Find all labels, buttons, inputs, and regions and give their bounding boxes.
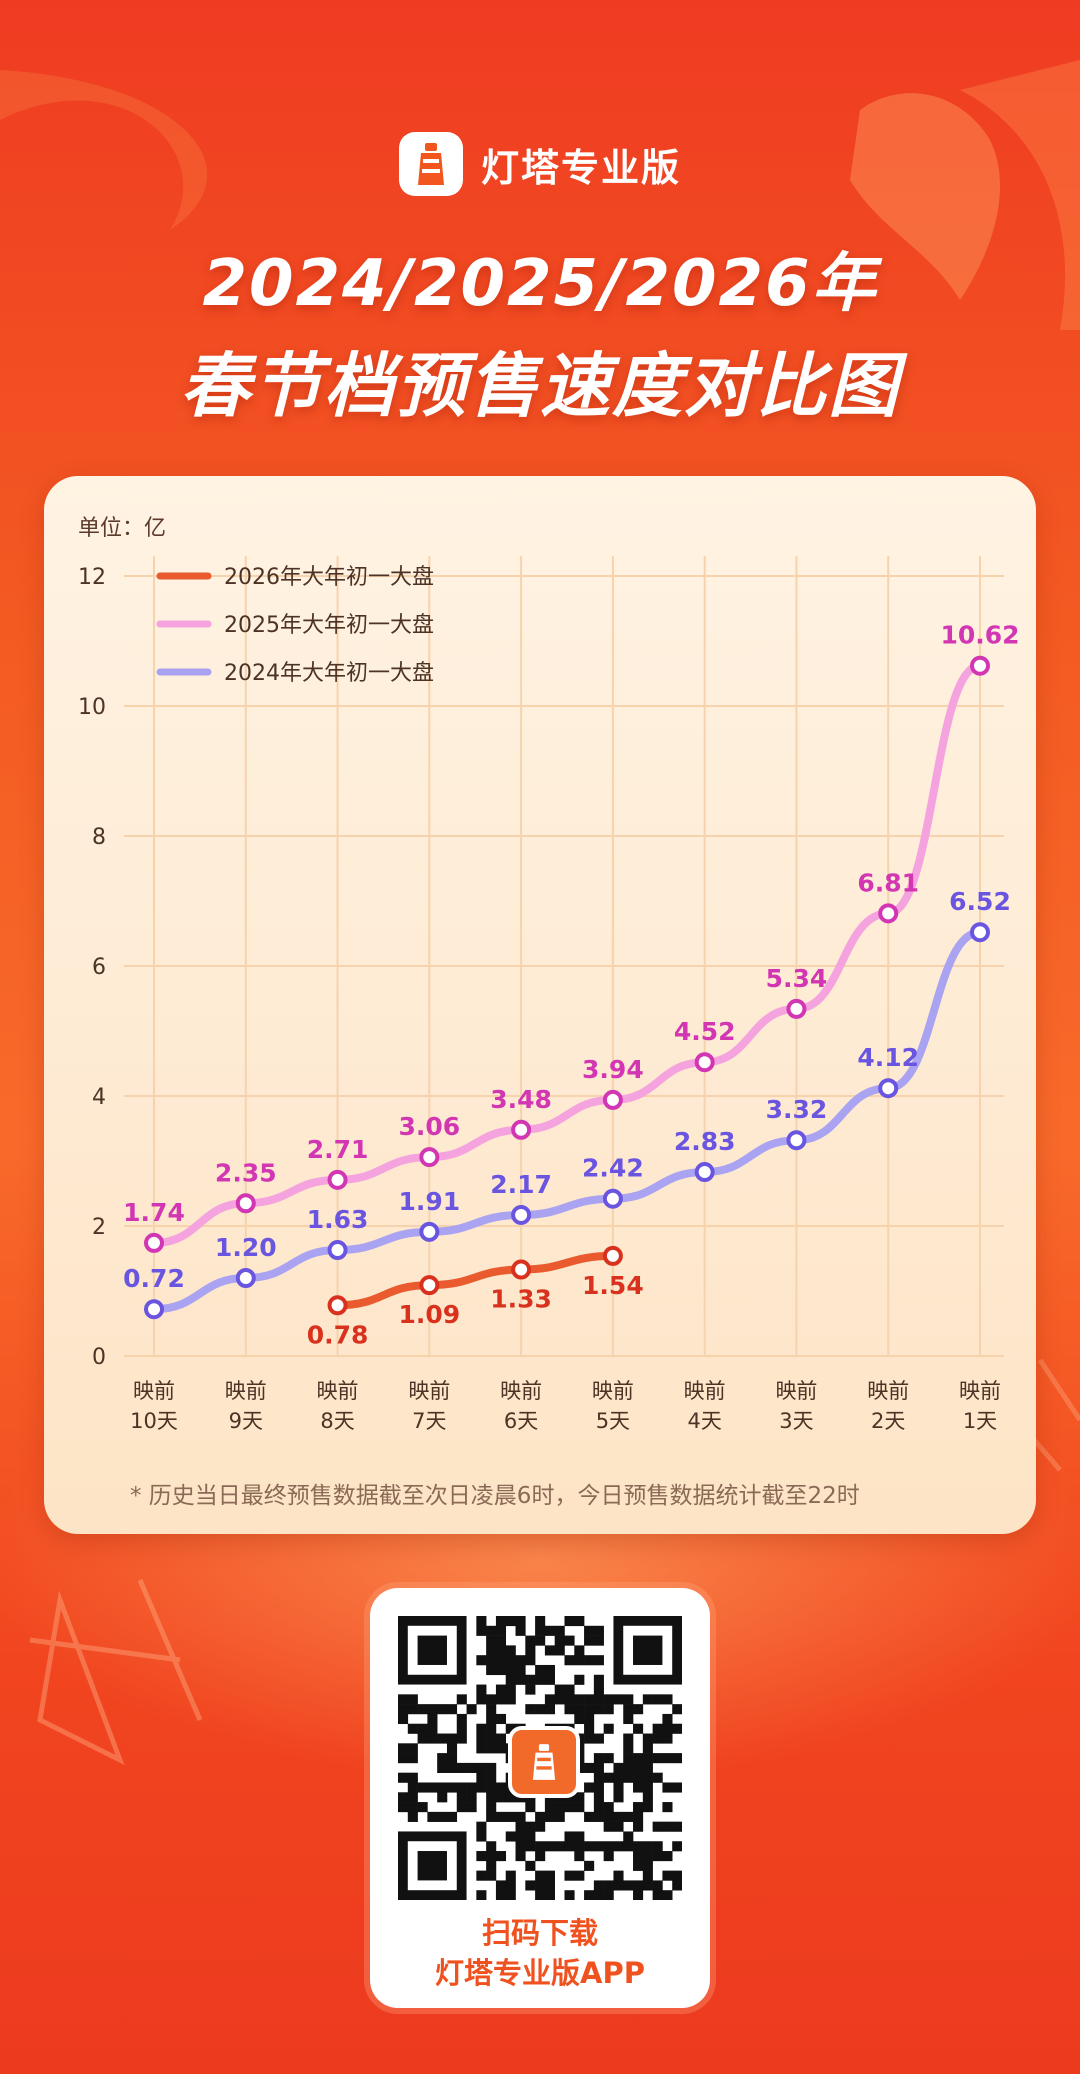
x-tick-label: 5天 xyxy=(596,1409,630,1433)
qr-card: 扫码下载 灯塔专业版APP xyxy=(370,1588,710,2008)
data-label: 1.91 xyxy=(398,1187,460,1216)
line-chart: 0 2 4 6 8 10 12 映前 10天 映前 9天 映前 8天 映前 7天 映前 6天 映前 5天 映前 4天 映前… xyxy=(78,556,1020,1433)
x-tick-label: 9天 xyxy=(229,1409,263,1433)
series-line-2025 xyxy=(150,661,984,1247)
y-tick-label: 6 xyxy=(92,955,106,980)
x-tick-label: 7天 xyxy=(412,1409,446,1433)
data-point xyxy=(970,655,990,676)
page-title-line1: 2024/2025/2026年 xyxy=(202,247,878,321)
series-line-2026 xyxy=(333,1251,617,1310)
data-point xyxy=(602,1188,623,1209)
data-point xyxy=(144,1299,164,1320)
x-tick-label: 映前 xyxy=(684,1379,726,1403)
x-tick-label: 映前 xyxy=(959,1379,1001,1403)
unit-label: 单位：亿 xyxy=(78,516,167,541)
data-label: 2.17 xyxy=(490,1170,552,1199)
data-point xyxy=(511,1204,532,1225)
data-label: 1.63 xyxy=(307,1205,369,1234)
data-label: 0.78 xyxy=(307,1320,369,1349)
x-tick-label: 4天 xyxy=(687,1409,721,1433)
data-point xyxy=(878,1078,899,1099)
data-label: 0.72 xyxy=(123,1264,185,1293)
data-label: 1.74 xyxy=(123,1198,185,1227)
legend-label: 2024年大年初一大盘 xyxy=(224,661,434,686)
data-point xyxy=(327,1169,348,1190)
data-label: 4.12 xyxy=(857,1043,919,1072)
x-tick-label: 映前 xyxy=(225,1379,267,1403)
data-point xyxy=(970,922,990,943)
data-label: 10.62 xyxy=(940,621,1019,650)
x-tick-label: 映前 xyxy=(133,1379,175,1403)
data-label: 1.33 xyxy=(490,1285,552,1314)
y-tick-label: 0 xyxy=(92,1345,106,1370)
legend-label: 2025年大年初一大盘 xyxy=(224,613,434,638)
lighthouse-icon xyxy=(398,132,463,196)
footnote: * 历史当日最终预售数据截至次日凌晨6时，今日预售数据统计截至22时 xyxy=(130,1483,860,1509)
data-point xyxy=(419,1221,440,1242)
data-label: 3.94 xyxy=(582,1055,644,1084)
data-point xyxy=(327,1295,348,1316)
x-tick-label: 6天 xyxy=(504,1409,538,1433)
data-point xyxy=(878,903,899,924)
data-point xyxy=(419,1275,440,1296)
y-tick-label: 8 xyxy=(92,825,106,850)
data-point xyxy=(144,1232,164,1253)
data-point xyxy=(786,1130,807,1151)
data-point xyxy=(327,1240,348,1261)
y-tick-label: 2 xyxy=(92,1215,106,1240)
qr-lighthouse-icon xyxy=(508,1726,580,1798)
data-label: 2.42 xyxy=(582,1154,644,1183)
series-line-2024 xyxy=(150,928,984,1314)
data-point xyxy=(602,1245,623,1266)
data-point xyxy=(694,1162,715,1183)
data-label: 3.48 xyxy=(490,1085,552,1114)
data-label: 5.34 xyxy=(766,964,828,993)
legend-label: 2026年大年初一大盘 xyxy=(224,565,434,590)
qr-caption-line1: 扫码下载 xyxy=(481,1916,598,1950)
y-tick-label: 4 xyxy=(92,1085,106,1110)
data-point xyxy=(235,1193,256,1214)
data-point xyxy=(511,1119,532,1140)
x-tick-label: 10天 xyxy=(130,1409,178,1433)
x-tick-label: 映前 xyxy=(592,1379,634,1403)
x-tick-label: 3天 xyxy=(779,1409,813,1433)
brand-name: 灯塔专业版 xyxy=(480,145,681,190)
y-tick-label: 10 xyxy=(78,695,106,720)
data-label: 6.52 xyxy=(949,887,1011,916)
data-label: 1.20 xyxy=(215,1233,277,1262)
page-title-line2: 春节档预售速度对比图 xyxy=(180,345,900,427)
x-tick-label: 1天 xyxy=(963,1409,997,1433)
x-tick-label: 映前 xyxy=(317,1379,359,1403)
data-point xyxy=(511,1259,532,1280)
x-tick-label: 映前 xyxy=(867,1379,909,1403)
data-label: 6.81 xyxy=(857,868,919,897)
data-label: 2.83 xyxy=(674,1127,736,1156)
brand-header: 灯塔专业版 xyxy=(0,130,1080,198)
data-point xyxy=(235,1268,256,1288)
data-label: 4.52 xyxy=(674,1017,736,1046)
data-point xyxy=(602,1089,623,1110)
qr-code-icon[interactable] xyxy=(398,1616,682,1900)
chart-card: 单位：亿 0 2 4 6 8 10 12 映前 10天 映前 9天 映前 8天 映前 7天 映前 6天 映前 5天 映… xyxy=(44,476,1036,1534)
x-tick-label: 映前 xyxy=(408,1379,450,1403)
data-label: 1.54 xyxy=(582,1271,644,1300)
data-point xyxy=(786,998,807,1019)
data-label: 2.35 xyxy=(215,1158,277,1187)
data-label: 3.06 xyxy=(398,1112,460,1141)
x-tick-label: 映前 xyxy=(775,1379,817,1403)
x-tick-label: 映前 xyxy=(500,1379,542,1403)
data-label: 3.32 xyxy=(766,1095,828,1124)
data-point xyxy=(694,1052,715,1073)
y-tick-label: 12 xyxy=(78,565,106,590)
x-tick-label: 2天 xyxy=(871,1409,905,1433)
data-label: 2.71 xyxy=(307,1135,369,1164)
data-point xyxy=(419,1147,440,1168)
qr-caption-line2: 灯塔专业版APP xyxy=(435,1956,645,1990)
data-label: 1.09 xyxy=(398,1300,460,1329)
x-tick-label: 8天 xyxy=(320,1409,354,1433)
